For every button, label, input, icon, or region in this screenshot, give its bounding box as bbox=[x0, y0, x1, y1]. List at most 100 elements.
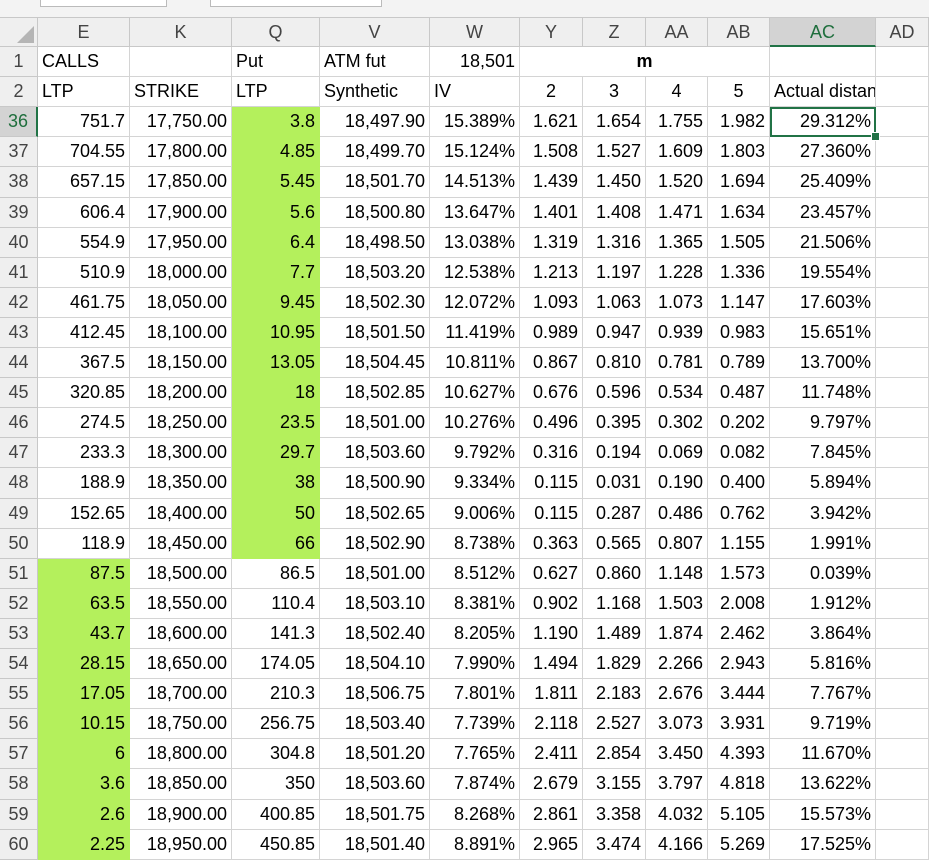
cell[interactable]: 8.205% bbox=[430, 619, 520, 649]
cell[interactable]: 8.268% bbox=[430, 800, 520, 830]
cell[interactable]: 5.105 bbox=[708, 800, 770, 830]
cell[interactable]: 38 bbox=[232, 468, 320, 499]
cell[interactable]: 0.781 bbox=[646, 348, 708, 378]
column-header[interactable]: AD bbox=[876, 18, 929, 47]
cell[interactable]: 19.554% bbox=[770, 258, 876, 288]
row-header[interactable]: 42 bbox=[0, 288, 38, 318]
cell[interactable] bbox=[876, 619, 929, 649]
cell[interactable]: 18,400.00 bbox=[130, 499, 232, 529]
cell[interactable]: 0.565 bbox=[583, 529, 646, 559]
cell[interactable]: 0.287 bbox=[583, 499, 646, 529]
cell[interactable]: 0.534 bbox=[646, 378, 708, 408]
cell[interactable]: 27.360% bbox=[770, 137, 876, 167]
cell[interactable]: 50 bbox=[232, 499, 320, 529]
cell[interactable]: 18,850.00 bbox=[130, 769, 232, 800]
cell[interactable]: 1.609 bbox=[646, 137, 708, 167]
column-header[interactable]: E bbox=[38, 18, 130, 47]
cell[interactable]: 6.4 bbox=[232, 228, 320, 258]
column-header[interactable]: Z bbox=[583, 18, 646, 47]
cell[interactable]: 1.228 bbox=[646, 258, 708, 288]
cell[interactable]: 9.334% bbox=[430, 468, 520, 499]
cell[interactable]: 1.634 bbox=[708, 198, 770, 228]
cell[interactable]: 0.039% bbox=[770, 559, 876, 589]
cell[interactable]: 17.525% bbox=[770, 830, 876, 860]
cell[interactable]: 18,501.50 bbox=[320, 318, 430, 348]
cell[interactable]: 18,502.65 bbox=[320, 499, 430, 529]
column-header[interactable]: AC bbox=[770, 18, 876, 47]
cell[interactable] bbox=[876, 529, 929, 559]
cell[interactable]: 18,500.80 bbox=[320, 198, 430, 228]
cell[interactable]: 152.65 bbox=[38, 499, 130, 529]
cell[interactable] bbox=[130, 47, 232, 77]
column-header[interactable]: AA bbox=[646, 18, 708, 47]
cell[interactable]: 1.573 bbox=[708, 559, 770, 589]
cell[interactable]: 0.400 bbox=[708, 468, 770, 499]
cell[interactable] bbox=[876, 499, 929, 529]
row-header[interactable]: 48 bbox=[0, 468, 38, 499]
cell[interactable]: 18,503.40 bbox=[320, 709, 430, 739]
cell[interactable]: 3.797 bbox=[646, 769, 708, 800]
cell[interactable]: 0.867 bbox=[520, 348, 583, 378]
cell[interactable]: 18,499.70 bbox=[320, 137, 430, 167]
cell[interactable]: 7.874% bbox=[430, 769, 520, 800]
cell[interactable]: 4.818 bbox=[708, 769, 770, 800]
cell[interactable] bbox=[770, 47, 876, 77]
cell[interactable]: 2.679 bbox=[520, 769, 583, 800]
cell[interactable]: 15.389% bbox=[430, 107, 520, 137]
cell[interactable]: 0.676 bbox=[520, 378, 583, 408]
cell[interactable]: 2.854 bbox=[583, 739, 646, 769]
cell[interactable]: 5.45 bbox=[232, 167, 320, 198]
cell[interactable]: 0.902 bbox=[520, 589, 583, 619]
cell[interactable]: 1.829 bbox=[583, 649, 646, 679]
cell[interactable]: 3.942% bbox=[770, 499, 876, 529]
cell[interactable]: 18,501.70 bbox=[320, 167, 430, 198]
cell[interactable]: ATM fut bbox=[320, 47, 430, 77]
cell[interactable]: 0.983 bbox=[708, 318, 770, 348]
cell[interactable]: 0.627 bbox=[520, 559, 583, 589]
cell[interactable]: 3.8 bbox=[232, 107, 320, 137]
cell[interactable]: 1.694 bbox=[708, 167, 770, 198]
cell[interactable] bbox=[876, 228, 929, 258]
cell[interactable]: 461.75 bbox=[38, 288, 130, 318]
cell[interactable]: 8.512% bbox=[430, 559, 520, 589]
cell[interactable]: 18,050.00 bbox=[130, 288, 232, 318]
cell[interactable]: 2.527 bbox=[583, 709, 646, 739]
cell[interactable]: 9.45 bbox=[232, 288, 320, 318]
cell[interactable]: 1.520 bbox=[646, 167, 708, 198]
cell[interactable]: 3.358 bbox=[583, 800, 646, 830]
cell[interactable]: 18,000.00 bbox=[130, 258, 232, 288]
cell[interactable]: 1.401 bbox=[520, 198, 583, 228]
cell[interactable]: 1.197 bbox=[583, 258, 646, 288]
cell[interactable] bbox=[876, 589, 929, 619]
cell[interactable] bbox=[876, 739, 929, 769]
cell[interactable]: 400.85 bbox=[232, 800, 320, 830]
cell[interactable]: 1.489 bbox=[583, 619, 646, 649]
cell[interactable]: 17,850.00 bbox=[130, 167, 232, 198]
cell[interactable]: 23.457% bbox=[770, 198, 876, 228]
cell[interactable]: 4 bbox=[646, 77, 708, 107]
cell[interactable]: 3 bbox=[583, 77, 646, 107]
cell[interactable] bbox=[876, 378, 929, 408]
cell[interactable]: 1.503 bbox=[646, 589, 708, 619]
cell[interactable]: 1.073 bbox=[646, 288, 708, 318]
cell[interactable]: 10.627% bbox=[430, 378, 520, 408]
cell[interactable]: 18 bbox=[232, 378, 320, 408]
cell[interactable]: 0.115 bbox=[520, 499, 583, 529]
cell[interactable]: 18,900.00 bbox=[130, 800, 232, 830]
cell[interactable]: 0.762 bbox=[708, 499, 770, 529]
cell[interactable]: 110.4 bbox=[232, 589, 320, 619]
cell[interactable]: 554.9 bbox=[38, 228, 130, 258]
cell[interactable]: LTP bbox=[232, 77, 320, 107]
cell[interactable]: 18,501.75 bbox=[320, 800, 430, 830]
cell[interactable]: 18,506.75 bbox=[320, 679, 430, 709]
cell[interactable]: 18,550.00 bbox=[130, 589, 232, 619]
cell[interactable]: 1.093 bbox=[520, 288, 583, 318]
cell[interactable]: 13.622% bbox=[770, 769, 876, 800]
cell[interactable]: 2 bbox=[520, 77, 583, 107]
cell[interactable]: 0.947 bbox=[583, 318, 646, 348]
cell[interactable]: 751.7 bbox=[38, 107, 130, 137]
cell[interactable]: 1.755 bbox=[646, 107, 708, 137]
cell[interactable]: 118.9 bbox=[38, 529, 130, 559]
cell[interactable]: 141.3 bbox=[232, 619, 320, 649]
cell[interactable]: 274.5 bbox=[38, 408, 130, 438]
